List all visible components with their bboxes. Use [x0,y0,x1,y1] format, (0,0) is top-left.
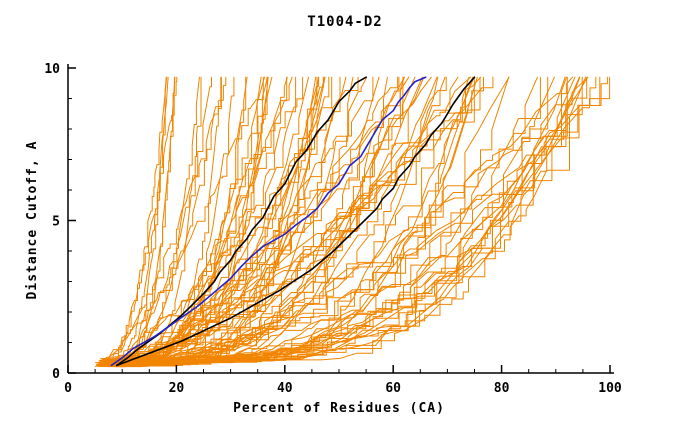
x-tick-label: 60 [385,381,401,396]
axes: 0 20 40 60 80 100 0 5 10 [44,62,622,396]
x-tick-label: 80 [494,381,510,396]
chart-title: T1004-D2 [307,14,382,30]
highlight-curves [110,76,476,367]
x-tick-label: 20 [169,381,185,396]
x-tick-label: 40 [277,381,293,396]
y-axis-label: Distance Cutoff, A [25,141,40,300]
x-axis-label: Percent of Residues (CA) [233,401,445,416]
y-tick-label: 5 [52,215,60,230]
x-tick-label: 100 [598,381,622,396]
x-tick-label: 0 [64,381,72,396]
y-tick-label: 10 [44,62,60,77]
y-tick-label: 0 [52,367,60,382]
